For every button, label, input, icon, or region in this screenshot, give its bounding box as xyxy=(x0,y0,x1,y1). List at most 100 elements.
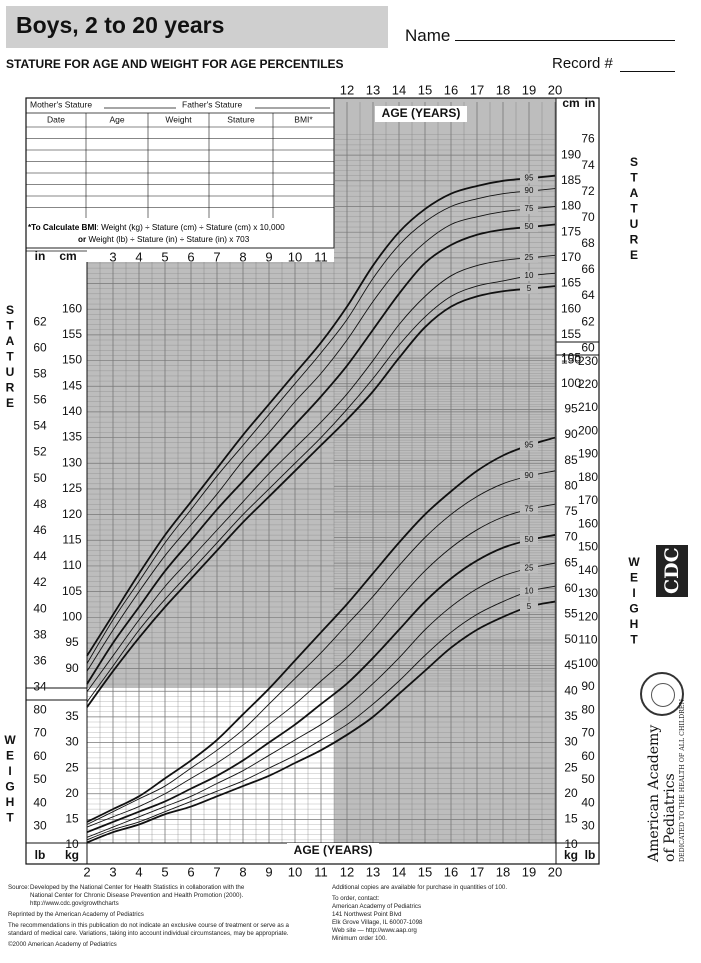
table-header-date: Date xyxy=(47,114,65,124)
lb-unit-label-right: lb xyxy=(585,848,596,862)
kg-tick-right: 45 xyxy=(564,658,578,672)
age-tick-bottom: 8 xyxy=(239,864,246,879)
weight-side-letter: E xyxy=(6,749,14,763)
kg-tick-right: 85 xyxy=(564,453,578,467)
footer-source: Source: Developed by the National Center… xyxy=(8,884,328,949)
age-tick-inner: 5 xyxy=(161,249,168,264)
order-line-4: 141 Northwest Point Blvd xyxy=(332,911,402,918)
lb-tick-right: 60 xyxy=(581,749,595,763)
source-line-1: Developed by the National Center for Hea… xyxy=(30,884,245,891)
age-title-box-top xyxy=(375,106,467,122)
percentile-label-bg xyxy=(520,535,538,546)
reprinted-note: Reprinted by the American Academy of Ped… xyxy=(8,911,144,918)
lb-tick-right: 90 xyxy=(581,679,595,693)
age-tick-bottom: 15 xyxy=(418,864,432,879)
kg-tick-left: 30 xyxy=(65,735,79,749)
stature-curve-p95 xyxy=(86,174,556,657)
age-tick-bottom: 3 xyxy=(109,864,116,879)
cm-tick-right: 185 xyxy=(561,173,581,187)
stature-side-letter-right: T xyxy=(630,202,638,216)
stature-curve-p90 xyxy=(86,188,556,664)
stature-side-letter-right: U xyxy=(630,217,639,231)
age-tick-top: 20 xyxy=(548,82,562,97)
in-tick-left: 38 xyxy=(33,627,47,641)
percentile-label-bg xyxy=(520,586,538,597)
kg-unit-label: kg xyxy=(65,848,79,862)
weight-curve-p90 xyxy=(86,470,556,825)
age-tick-bottom: 2 xyxy=(83,864,90,879)
table-header-stature: Stature xyxy=(227,114,255,124)
lb-tick-right: 100 xyxy=(578,656,598,670)
aap-seal-icon xyxy=(640,672,684,716)
age-tick-bottom: 18 xyxy=(496,864,510,879)
stature-curve-p75-label: 75 xyxy=(525,204,534,213)
stature-curve-p25 xyxy=(86,254,556,693)
kg-tick-right: 105 xyxy=(561,350,581,364)
age-tick-inner: 8 xyxy=(239,249,246,264)
right-axis-band xyxy=(556,98,599,843)
source-line-3: http://www.cdc.gov/growthcharts xyxy=(30,900,119,907)
stature-curve-p5 xyxy=(86,285,556,708)
cm-tick-right: 160 xyxy=(561,301,581,315)
chart-subtitle: STATURE FOR AGE AND WEIGHT FOR AGE PERCE… xyxy=(6,57,344,71)
kg-tick-left: 10 xyxy=(65,837,79,851)
percentile-label-bg xyxy=(520,440,538,451)
stature-side-letter-right: R xyxy=(630,233,639,247)
weight-curve-p25-label: 25 xyxy=(525,563,534,572)
age-tick-bottom: 7 xyxy=(213,864,220,879)
kg-tick-right: 20 xyxy=(564,786,578,800)
lb-tick-left: 70 xyxy=(33,726,47,740)
age-tick-inner: 4 xyxy=(135,249,142,264)
stature-side-letter-right: A xyxy=(630,186,639,200)
lb-tick-left: 80 xyxy=(33,702,47,716)
age-tick-bottom: 9 xyxy=(265,864,272,879)
kg-tick-right: 75 xyxy=(564,504,578,518)
kg-tick-right: 80 xyxy=(564,478,578,492)
cm-tick-left: 90 xyxy=(65,661,79,675)
cm-tick-left: 150 xyxy=(62,353,82,367)
lb-tick-left: 60 xyxy=(33,749,47,763)
kg-tick-right: 55 xyxy=(564,607,578,621)
in-tick-right: 66 xyxy=(581,262,595,276)
in-tick-left: 46 xyxy=(33,523,47,537)
lb-unit-label: lb xyxy=(35,848,46,862)
weight-curve-p5-label: 5 xyxy=(527,602,532,611)
percentile-label-bg xyxy=(520,252,538,263)
order-line-5: Elk Grove Village, IL 60007-1098 xyxy=(332,919,423,926)
lb-tick-right: 70 xyxy=(581,726,595,740)
record-field[interactable] xyxy=(620,71,675,72)
cm-tick-right: 170 xyxy=(561,250,581,264)
footer-order: Additional copies are available for purc… xyxy=(332,884,552,943)
cm-tick-right: 165 xyxy=(561,276,581,290)
kg-tick-right: 65 xyxy=(564,555,578,569)
stature-curve-p95-label: 95 xyxy=(525,173,534,182)
weight-side-letter: G xyxy=(5,780,14,794)
age-tick-bottom: 17 xyxy=(470,864,484,879)
lb-tick-right: 190 xyxy=(578,447,598,461)
age-tick-top: 14 xyxy=(392,82,406,97)
source-line-2: National Center for Chronic Disease Prev… xyxy=(30,892,244,899)
stature-side-letter-right: E xyxy=(630,248,638,262)
lb-tick-right: 80 xyxy=(581,702,595,716)
cm-tick-left: 160 xyxy=(62,301,82,315)
age-tick-inner: 10 xyxy=(288,249,302,264)
title-banner: Boys, 2 to 20 years xyxy=(6,6,388,48)
table-header-weight: Weight xyxy=(165,114,192,124)
age-tick-top: 18 xyxy=(496,82,510,97)
cm-tick-right: 180 xyxy=(561,199,581,213)
kg-tick-right: 25 xyxy=(564,760,578,774)
kg-tick-right: 40 xyxy=(564,683,578,697)
in-tick-left: 34 xyxy=(33,680,47,694)
stature-curve-p90-label: 90 xyxy=(525,186,534,195)
cm-tick-left: 125 xyxy=(62,481,82,495)
weight-curve-p75-label: 75 xyxy=(525,504,534,513)
percentile-label-bg xyxy=(520,173,538,184)
age-tick-bottom: 20 xyxy=(548,864,562,879)
stature-side-letter: S xyxy=(6,303,14,317)
age-tick-bottom: 10 xyxy=(288,864,302,879)
percentile-label-bg xyxy=(520,186,538,197)
age-tick-bottom: 13 xyxy=(366,864,380,879)
name-field[interactable] xyxy=(455,40,675,41)
weight-side-letter: T xyxy=(6,811,14,825)
